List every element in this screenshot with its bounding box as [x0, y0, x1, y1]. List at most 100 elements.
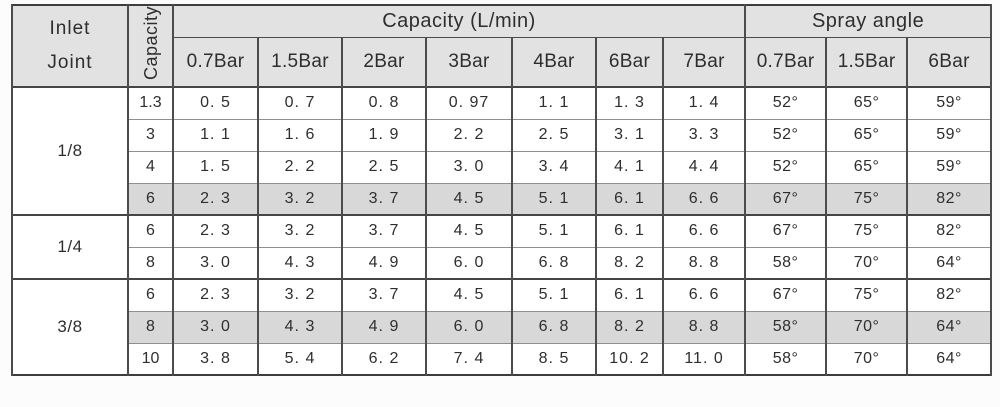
capacity-cell: 8 [127, 246, 174, 280]
capacity-cell: 6 [127, 182, 174, 216]
inlet-joint-header-label: Inlet Joint [47, 17, 93, 74]
flow-value-cell: 6. 6 [661, 214, 747, 248]
capacity-cell: 3 [127, 118, 174, 152]
header-row-pressures: 0.7Bar 1.5Bar 2Bar 3Bar 4Bar 6Bar 7Bar 0… [12, 36, 993, 88]
flow-value-cell: 0. 8 [341, 86, 427, 120]
flow-value-cell: 3. 3 [661, 118, 747, 152]
flow-value-cell: 0. 7 [257, 86, 343, 120]
flow-value-cell: 5. 4 [257, 342, 343, 376]
spray-angle-cell: 58° [744, 246, 828, 280]
flow-value-cell: 3. 7 [341, 182, 427, 216]
spray-angle-cell: 59° [906, 150, 993, 184]
capacity-cell: 4 [127, 150, 174, 184]
spray-angle-cell: 65° [825, 150, 909, 184]
table-row: 3/8 6 2. 3 3. 2 3. 7 4. 5 5. 1 6. 1 6. 6 67° 75° 82… [11, 278, 993, 376]
flow-value-cell: 2. 3 [172, 214, 259, 248]
flow-value-cell: 6. 6 [661, 278, 747, 312]
table-row: 8 3. 0 4. 3 4. 9 6. 0 6. 8 8. 2 8. 8 58° 70° 64° [12, 246, 993, 280]
spray-angle-cell: 82° [906, 278, 993, 312]
capacity-cell: 6 [127, 214, 174, 248]
flow-value-cell: 8. 8 [661, 246, 747, 280]
flow-value-cell: 8. 2 [595, 246, 664, 280]
spray-angle-cell: 64° [906, 310, 993, 344]
spray-angle-cell: 75° [825, 214, 909, 248]
table-row: 1/4 6 2. 3 3. 2 3. 7 4. 5 5. 1 6. 1 6. 6 67° 75° 82… [11, 214, 993, 280]
spray-angle-cell: 65° [825, 86, 909, 120]
flow-value-cell: 3. 0 [425, 150, 513, 184]
capacity-cell: 6 [127, 278, 174, 312]
flow-value-cell: 4. 3 [257, 310, 343, 344]
flow-value-cell: 1. 4 [661, 86, 747, 120]
flow-value-cell: 4. 5 [425, 278, 513, 312]
spray-angle-cell: 59° [906, 118, 993, 152]
flow-value-cell: 4. 5 [425, 182, 513, 216]
capacity-bar-header: 2Bar [341, 36, 427, 88]
flow-value-cell: 8. 2 [595, 310, 664, 344]
flow-value-cell: 6. 2 [341, 342, 427, 376]
flow-value-cell: 4. 4 [661, 150, 747, 184]
flow-value-cell: 1. 5 [172, 150, 259, 184]
flow-value-cell: 1. 6 [257, 118, 343, 152]
spray-angle-cell: 82° [906, 182, 993, 216]
flow-value-cell: 4. 9 [341, 246, 427, 280]
table-row: 6 2. 3 3. 2 3. 7 4. 5 5. 1 6. 1 6. 6 67° 75° 82° [12, 182, 993, 216]
inlet-joint-cell: 1/4 [11, 214, 129, 280]
flow-value-cell: 2. 3 [172, 182, 259, 216]
inlet-joint-header: Inlet Joint [11, 4, 129, 88]
spray-angle-cell: 70° [825, 310, 909, 344]
flow-value-cell: 2. 2 [257, 150, 343, 184]
flow-value-cell: 1. 1 [511, 86, 597, 120]
header-row-groups: Inlet Joint Capacity Capacity (L/min) Sp… [11, 4, 993, 88]
capacity-vertical-label: Capacity [140, 6, 161, 81]
spray-angle-cell: 52° [744, 86, 828, 120]
spray-angle-cell: 64° [906, 342, 993, 376]
flow-value-cell: 6. 8 [511, 310, 597, 344]
flow-value-cell: 11. 0 [661, 342, 747, 376]
flow-value-cell: 6. 1 [595, 278, 664, 312]
flow-value-cell: 3. 0 [172, 246, 259, 280]
capacity-vertical-header: Capacity [127, 4, 174, 88]
spray-angle-cell: 70° [825, 246, 909, 280]
flow-value-cell: 4. 5 [425, 214, 513, 248]
flow-value-cell: 0. 5 [172, 86, 259, 120]
spray-angle-cell: 64° [906, 246, 993, 280]
table-header: Inlet Joint Capacity Capacity (L/min) Sp… [11, 4, 993, 88]
spray-angle-cell: 82° [906, 214, 993, 248]
flow-value-cell: 6. 8 [511, 246, 597, 280]
spray-angle-cell: 67° [744, 278, 828, 312]
capacity-bar-header: 0.7Bar [172, 36, 259, 88]
flow-value-cell: 1. 3 [595, 86, 664, 120]
spray-angle-cell: 65° [825, 118, 909, 152]
flow-value-cell: 4. 9 [341, 310, 427, 344]
flow-value-cell: 4. 3 [257, 246, 343, 280]
spray-angle-cell: 70° [825, 342, 909, 376]
spray-angle-cell: 75° [825, 278, 909, 312]
capacity-bar-header: 1.5Bar [257, 36, 343, 88]
capacity-bar-header: 4Bar [511, 36, 597, 88]
spray-angle-cell: 52° [744, 118, 828, 152]
capacity-bar-header: 7Bar [661, 36, 747, 88]
flow-value-cell: 3. 4 [511, 150, 597, 184]
flow-value-cell: 1. 9 [341, 118, 427, 152]
spray-angle-cell: 59° [906, 86, 993, 120]
spray-angle-group-header: Spray angle [744, 4, 993, 38]
spray-angle-cell: 52° [744, 150, 828, 184]
capacity-bar-header: 6Bar [595, 36, 664, 88]
capacity-group-header: Capacity (L/min) [171, 4, 747, 38]
flow-value-cell: 1. 1 [172, 118, 259, 152]
flow-value-cell: 3. 2 [257, 278, 343, 312]
flow-value-cell: 4. 1 [595, 150, 664, 184]
flow-value-cell: 7. 4 [425, 342, 513, 376]
flow-value-cell: 2. 5 [341, 150, 427, 184]
flow-value-cell: 3. 7 [341, 278, 427, 312]
spray-angle-cell: 58° [744, 310, 828, 344]
flow-value-cell: 10. 2 [595, 342, 664, 376]
spray-bar-header: 1.5Bar [825, 36, 909, 88]
flow-value-cell: 2. 5 [511, 118, 597, 152]
table-row: 1/8 1.3 0. 5 0. 7 0. 8 0. 97 1. 1 1. 3 1. 4 52° 65… [11, 86, 993, 216]
flow-value-cell: 3. 7 [341, 214, 427, 248]
spray-angle-cell: 67° [744, 214, 828, 248]
flow-value-cell: 6. 1 [595, 182, 664, 216]
flow-value-cell: 6. 1 [595, 214, 664, 248]
